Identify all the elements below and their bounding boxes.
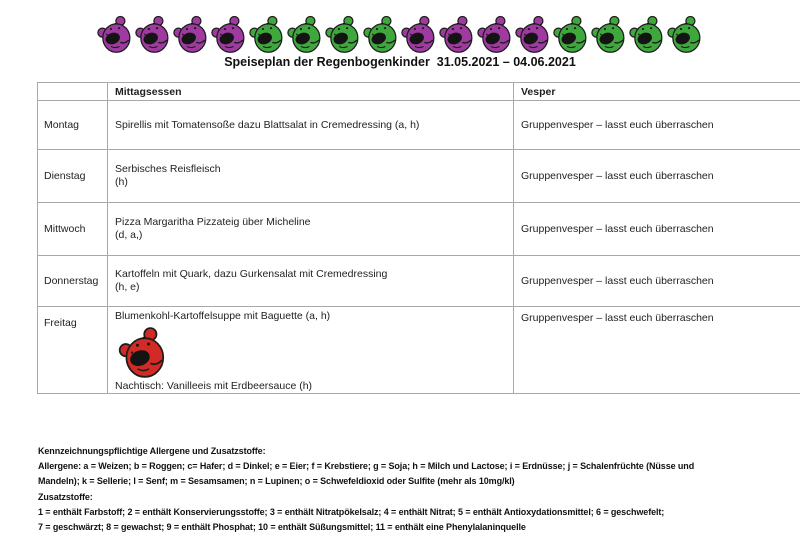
day-label: Donnerstag	[37, 255, 108, 307]
meal-cell: Pizza Margaritha Pizzateig über Michelin…	[107, 202, 514, 256]
green-bear-icon	[667, 15, 701, 53]
page-title: Speiseplan der Regenbogenkinder 31.05.20…	[224, 55, 576, 69]
meal-text: Serbisches Reisfleisch	[115, 163, 221, 175]
vesper-cell: Gruppenvesper – lasst euch überraschen	[513, 100, 800, 150]
legend-allergens-line2: Mandeln); k = Sellerie; l = Senf; m = Se…	[38, 476, 515, 487]
meal-text: Blumenkohl-Kartoffelsuppe mit Baguette (…	[115, 310, 331, 322]
purple-bear-icon	[439, 15, 473, 53]
meal-allergens: (d, a,)	[115, 229, 143, 241]
meal-cell: Blumenkohl-Kartoffelsuppe mit Baguette (…	[107, 306, 514, 394]
day-label: Freitag	[37, 306, 108, 394]
meal-cell: Serbisches Reisfleisch (h)	[107, 149, 514, 203]
meal-text: Spirellis mit Tomatensoße dazu Blattsala…	[115, 118, 420, 131]
purple-bear-icon	[477, 15, 511, 53]
table-row-dienstag: Dienstag Serbisches Reisfleisch (h) Grup…	[37, 149, 800, 203]
legend-additives-heading: Zusatzstoffe:	[38, 491, 93, 502]
legend-heading: Kennzeichnungspflichtige Allergene und Z…	[38, 446, 266, 456]
table-header-row: Mittagsessen Vesper	[37, 82, 800, 101]
meal-cell: Kartoffeln mit Quark, dazu Gurkensalat m…	[107, 255, 514, 307]
bears-row	[0, 13, 800, 55]
meal-cell: Spirellis mit Tomatensoße dazu Blattsala…	[107, 100, 514, 150]
meal-dessert-text: Nachtisch: Vanilleeis mit Erdbeersauce (…	[115, 380, 313, 392]
day-label: Dienstag	[37, 149, 108, 203]
meal-allergens: (h, e)	[115, 281, 140, 293]
purple-bear-icon	[97, 15, 131, 53]
table-row-freitag: Freitag Blumenkohl-Kartoffelsuppe mit Ba…	[37, 306, 800, 394]
purple-bear-icon	[135, 15, 169, 53]
vesper-cell: Gruppenvesper – lasst euch überraschen	[513, 255, 800, 307]
green-bear-icon	[249, 15, 283, 53]
meal-allergens: (h)	[115, 176, 128, 188]
green-bear-icon	[287, 15, 321, 53]
legend-allergens-line1: Allergene: a = Weizen; b = Roggen; c= Ha…	[38, 461, 695, 472]
green-bear-icon	[553, 15, 587, 53]
table-row-montag: Montag Spirellis mit Tomatensoße dazu Bl…	[37, 100, 800, 150]
purple-bear-icon	[173, 15, 207, 53]
column-header-day	[37, 82, 108, 101]
legend-additives-line1: 1 = enthält Farbstoff; 2 = enthält Konse…	[38, 506, 665, 517]
table-row-mittwoch: Mittwoch Pizza Margaritha Pizzateig über…	[37, 202, 800, 256]
table-row-donnerstag: Donnerstag Kartoffeln mit Quark, dazu Gu…	[37, 255, 800, 307]
green-bear-icon	[325, 15, 359, 53]
meal-text: Pizza Margaritha Pizzateig über Michelin…	[115, 216, 311, 228]
allergen-legend: Kennzeichnungspflichtige Allergene und Z…	[38, 444, 694, 535]
purple-bear-icon	[211, 15, 245, 53]
purple-bear-icon	[515, 15, 549, 53]
day-label: Montag	[37, 100, 108, 150]
legend-additives-line2: 7 = geschwärzt; 8 = gewachst; 9 = enthäl…	[38, 522, 526, 533]
green-bear-icon	[591, 15, 625, 53]
purple-bear-icon	[401, 15, 435, 53]
green-bear-icon	[629, 15, 663, 53]
vesper-cell: Gruppenvesper – lasst euch überraschen	[513, 202, 800, 256]
green-bear-icon	[363, 15, 397, 53]
vesper-cell: Gruppenvesper – lasst euch überraschen	[513, 149, 800, 203]
red-bear-icon	[118, 327, 165, 378]
menu-table: Mittagsessen Vesper Montag Spirellis mit…	[37, 82, 800, 394]
meal-text: Kartoffeln mit Quark, dazu Gurkensalat m…	[115, 268, 388, 280]
day-label: Mittwoch	[37, 202, 108, 256]
column-header-lunch: Mittagsessen	[107, 82, 514, 101]
vesper-cell: Gruppenvesper – lasst euch überraschen	[513, 306, 800, 394]
column-header-vesper: Vesper	[513, 82, 800, 101]
